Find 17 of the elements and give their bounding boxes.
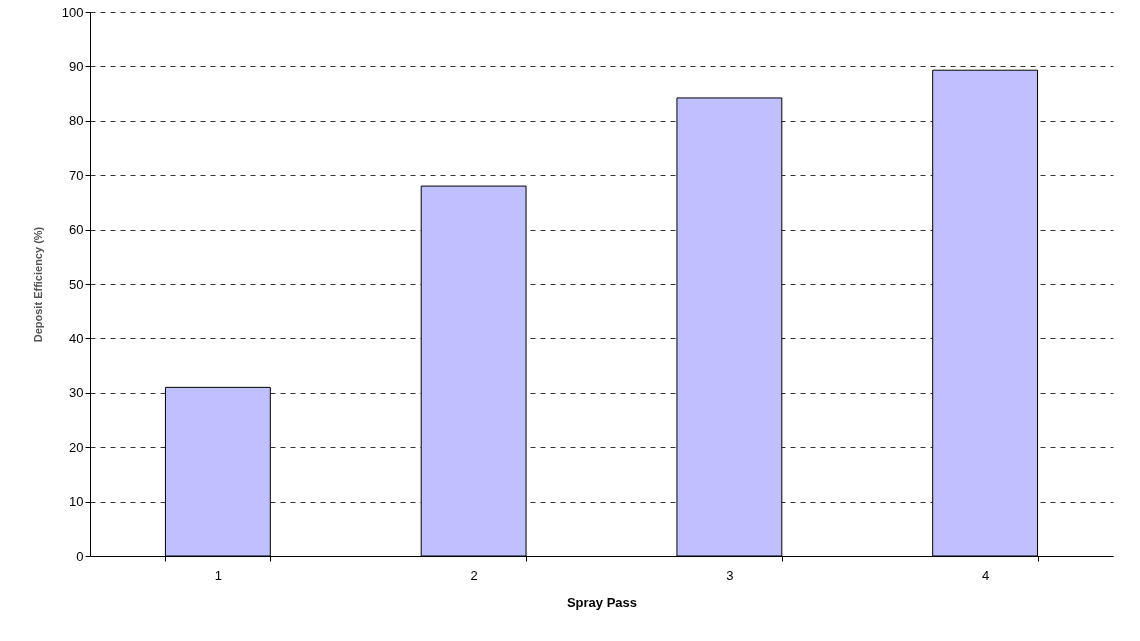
y-tick-label: 20 — [69, 439, 84, 455]
x-tick-label: 1 — [214, 567, 222, 583]
y-axis-title: Deposit Efficiency (%) — [31, 226, 44, 343]
x-tick-label: 4 — [982, 567, 990, 583]
y-tick-label: 10 — [69, 494, 84, 510]
y-tick-label: 50 — [69, 276, 84, 292]
y-tick-label: 0 — [76, 548, 84, 564]
y-tick-label: 60 — [69, 222, 84, 238]
y-tick-label: 40 — [69, 330, 84, 346]
x-tick-label: 2 — [470, 567, 478, 583]
y-tick-label: 70 — [69, 167, 84, 183]
y-tick-label: 30 — [69, 385, 84, 401]
x-tick-label: 3 — [726, 567, 734, 583]
y-tick-label: 100 — [61, 4, 84, 20]
x-axis-title: Spray Pass — [566, 594, 638, 610]
y-tick-label: 80 — [69, 113, 84, 129]
y-tick-label: 90 — [69, 58, 84, 74]
